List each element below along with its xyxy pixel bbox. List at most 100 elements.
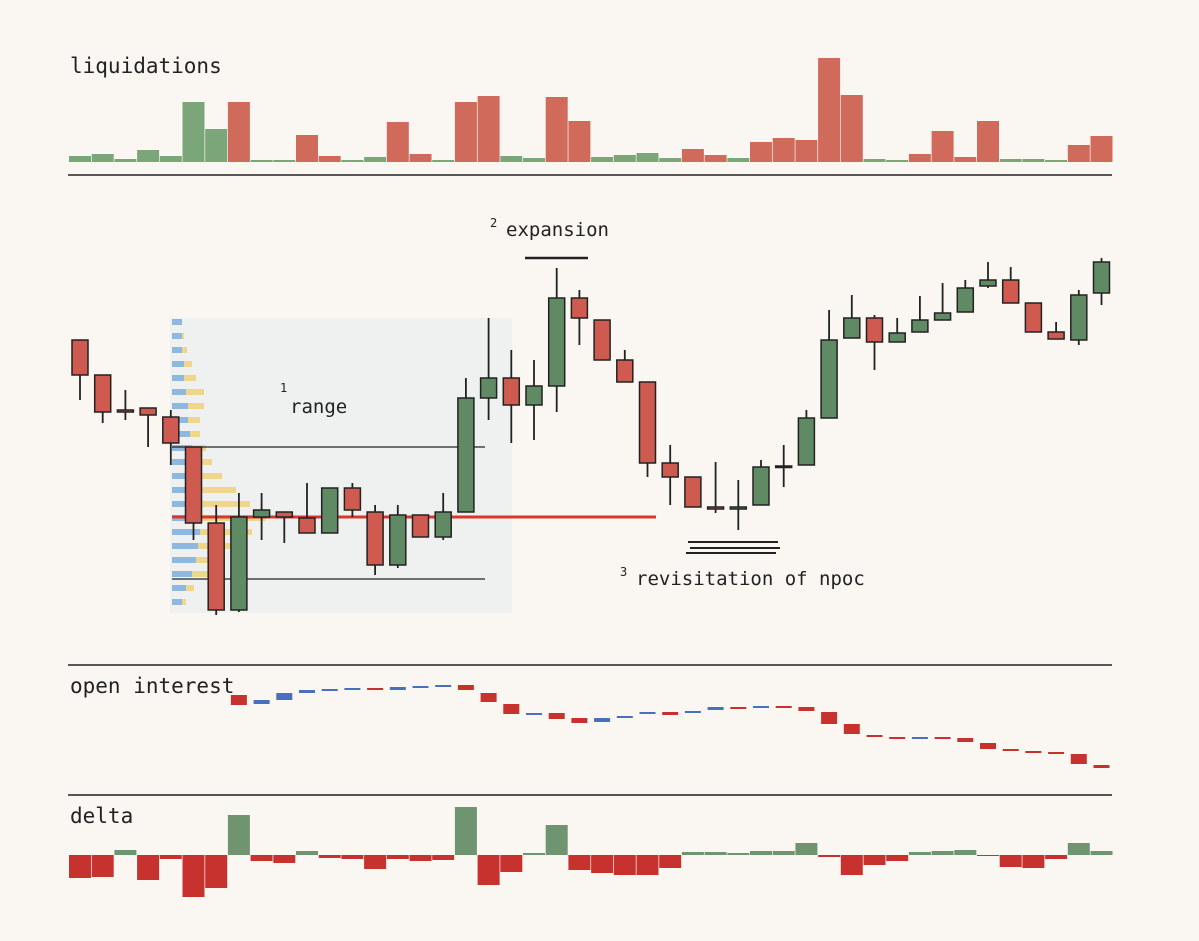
liquidation-bar (840, 95, 863, 162)
delta-bar (908, 852, 931, 855)
oi-candle (662, 712, 679, 715)
oi-candle (843, 724, 860, 734)
liquidation-bar (318, 156, 341, 162)
panel-title: open interest (70, 674, 234, 698)
profile-bar (172, 543, 198, 549)
liquidation-bar (432, 160, 455, 162)
candle-body (116, 409, 135, 413)
liquidation-bar (750, 142, 772, 162)
oi-candle (821, 712, 838, 724)
oi-candle (594, 718, 611, 722)
profile-bar (184, 361, 192, 367)
profile-bar (172, 445, 192, 451)
oi-candle (980, 743, 996, 749)
oi-candle (367, 688, 384, 690)
profile-bar (172, 599, 182, 605)
liquidation-bar (273, 160, 296, 162)
oi-candle (911, 737, 928, 739)
candle-body (570, 297, 589, 319)
oi-candle (639, 712, 656, 714)
profile-bar (200, 501, 250, 507)
delta-bar (613, 855, 636, 875)
annotation-number: 2 (490, 216, 497, 230)
candle-body (298, 517, 316, 534)
profile-bar (172, 403, 188, 409)
candle-body (1001, 279, 1020, 304)
liquidation-bar (477, 96, 500, 162)
candle-body (593, 319, 611, 361)
oi-candle (571, 718, 588, 723)
delta-bar (1067, 843, 1090, 855)
candle-body (162, 416, 180, 444)
delta-bar (704, 852, 727, 855)
oi-candle (753, 706, 769, 708)
oi-candle (1070, 754, 1087, 764)
delta-bar (500, 855, 523, 872)
oi-candle (412, 686, 429, 688)
delta-bar (954, 850, 977, 855)
candle-body (275, 511, 294, 518)
candle-body (343, 487, 362, 511)
delta-bar (636, 855, 659, 875)
delta-bar (1022, 855, 1045, 868)
liquidation-bar (1022, 159, 1045, 162)
candle-body (684, 476, 702, 508)
profile-bar (172, 431, 190, 437)
liquidation-bar (977, 121, 999, 162)
liquidation-bar (523, 158, 545, 162)
oi-candle (775, 706, 792, 708)
candle-body (1024, 302, 1043, 333)
profile-bar (182, 333, 184, 339)
candle-body (230, 516, 248, 611)
delta-bar (386, 855, 409, 859)
candle-body (207, 522, 225, 611)
candle-body (139, 407, 157, 416)
candle-body (774, 465, 793, 469)
candle-body (1047, 331, 1065, 340)
profile-bar (172, 459, 192, 465)
candle-body (525, 385, 543, 406)
delta-bar (114, 850, 137, 855)
profile-bar (172, 557, 196, 563)
candle-body (888, 332, 906, 343)
oi-candle (934, 737, 951, 739)
delta-bar (454, 807, 477, 855)
oi-candle (616, 716, 633, 718)
oi-candle (230, 695, 247, 705)
liquidation-bar (1045, 160, 1068, 162)
panel-title: delta (70, 804, 133, 828)
liquidation-bar (500, 156, 523, 162)
oi-candle (730, 707, 747, 709)
liquidation-bar (999, 159, 1022, 162)
candle-body (911, 319, 929, 333)
delta-bar (432, 855, 455, 860)
liquidation-bar (863, 159, 886, 162)
oi-candle (1048, 752, 1065, 754)
candle-body (1070, 294, 1088, 341)
oi-candle (866, 735, 883, 737)
candle-body (184, 446, 203, 524)
liquidation-bar (954, 157, 977, 162)
oi-candle (548, 713, 565, 719)
liquidation-bar (137, 150, 160, 162)
delta-bar (364, 855, 387, 869)
liquidation-bar (69, 156, 91, 162)
oi-candle (707, 707, 724, 710)
annotation: range (290, 396, 347, 418)
delta-bar (318, 855, 341, 858)
liquidation-bar (296, 135, 318, 162)
delta-bar (523, 853, 545, 855)
candle-body (979, 279, 997, 287)
delta-bar (273, 855, 296, 863)
profile-bar (188, 403, 204, 409)
delta-bar (863, 855, 886, 865)
liquidation-bar (886, 160, 909, 162)
delta-bar (999, 855, 1022, 867)
delta-bar (137, 855, 160, 880)
oi-candle (684, 711, 701, 713)
oi-candle (389, 687, 406, 690)
profile-bar (172, 347, 182, 353)
liquidation-bar (409, 154, 432, 162)
liquidation-bar (681, 149, 704, 162)
oi-candle (457, 685, 474, 690)
